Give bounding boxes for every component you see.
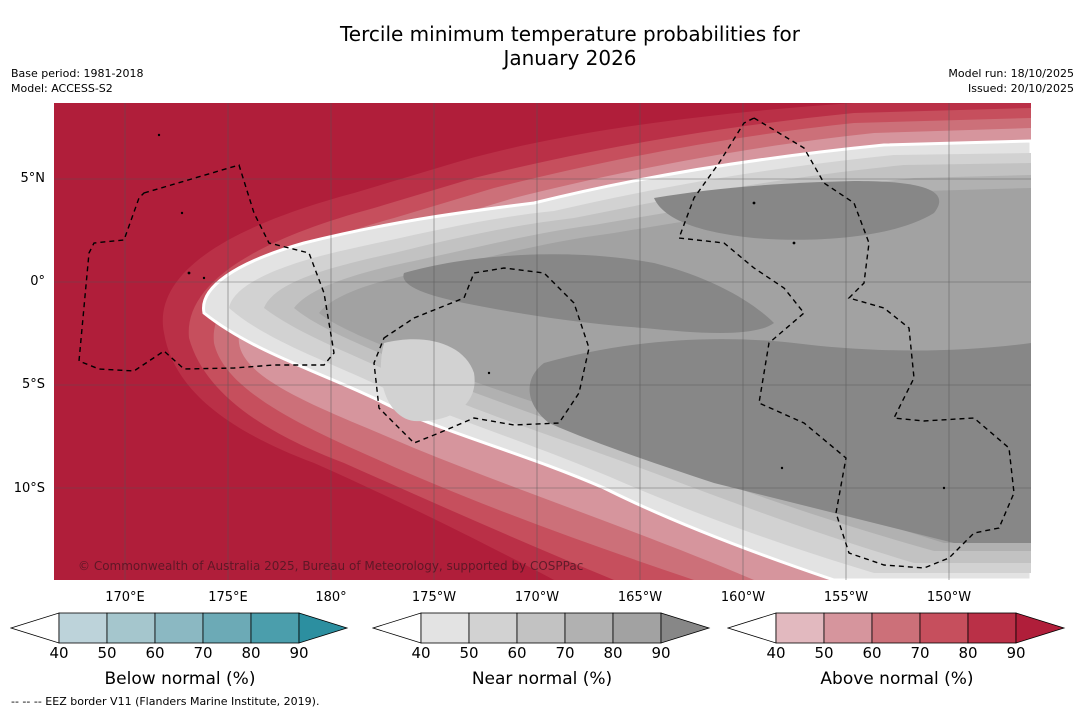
lon-label-155w: 155°W: [823, 590, 869, 605]
colorbar-above-tick: 50: [814, 644, 834, 662]
map-title: Tercile minimum temperature probabilitie…: [0, 22, 1085, 70]
colorbar-near-low-arrow: [372, 612, 422, 644]
island-speck: [780, 466, 784, 470]
eez-borders: [78, 117, 1015, 569]
model-name: Model: ACCESS-S2: [11, 82, 113, 95]
eez-legend-note: -- -- -- EEZ border V11 (Flanders Marine…: [11, 695, 320, 708]
colorbar-below-segment: [250, 612, 300, 644]
title-line-2: January 2026: [503, 46, 637, 70]
colorbar-near-tick: 80: [603, 644, 623, 662]
eez-kiribati-gilbert: [78, 164, 335, 372]
lat-label-5n: 5°N: [20, 171, 46, 186]
lon-label-175e: 175°E: [208, 590, 248, 605]
colorbar-above-tick: 80: [958, 644, 978, 662]
colorbar-above-segment: [919, 612, 969, 644]
colorbar-below-tick: 60: [145, 644, 165, 662]
near-band-90-north: [654, 181, 940, 240]
lon-label-165w: 165°W: [617, 590, 663, 605]
near-band-90-west: [403, 254, 774, 333]
colorbar-below-segment: [202, 612, 252, 644]
island-speck: [187, 271, 191, 275]
near-band-40-patch: [380, 339, 475, 422]
issued-date: Issued: 20/10/2025: [967, 82, 1074, 95]
colorbar-below-tick: 80: [241, 644, 261, 662]
lon-label-175w: 175°W: [411, 590, 457, 605]
islands: [157, 133, 946, 490]
colorbar-below-tick: 90: [289, 644, 309, 662]
colorbar-below-segment: [58, 612, 108, 644]
island-speck: [942, 486, 946, 490]
title-line-1: Tercile minimum temperature probabilitie…: [339, 22, 801, 46]
island-speck: [752, 201, 756, 205]
colorbar-below-low-arrow: [10, 612, 60, 644]
colorbar-above-segment: [871, 612, 921, 644]
lon-label-150w: 150°W: [926, 590, 972, 605]
island-speck: [792, 241, 796, 245]
colorbar-near-tick: 90: [651, 644, 671, 662]
lon-label-170w: 170°W: [514, 590, 560, 605]
colorbar-near-tick: 70: [555, 644, 575, 662]
meta-left: Base period: 1981-2018 Model: ACCESS-S2: [11, 66, 143, 96]
lon-label-180: 180°: [315, 590, 347, 605]
colorbar-above-tick: 40: [766, 644, 786, 662]
lat-label-10s: 10°S: [13, 481, 45, 496]
colorbar-above-segment: [823, 612, 873, 644]
colorbar-below-high-arrow: [298, 612, 349, 644]
colorbar-above-title: Above normal (%): [820, 669, 974, 689]
meta-right: Model run: 18/10/2025 Issued: 20/10/2025: [948, 66, 1074, 96]
colorbar-above-tick: 90: [1006, 644, 1026, 662]
lon-label-170e: 170°E: [105, 590, 145, 605]
colorbar-above-segment: [967, 612, 1017, 644]
colorbar-below-tick: 50: [97, 644, 117, 662]
colorbar-near-segment: [516, 612, 566, 644]
island-speck: [202, 276, 206, 280]
model-run: Model run: 18/10/2025: [948, 67, 1074, 80]
near-band-90-east: [529, 339, 1031, 543]
colorbar-near-normal: [372, 612, 711, 644]
colorbar-near-segment: [420, 612, 470, 644]
colorbar-near-segment: [564, 612, 614, 644]
colorbar-near-tick: 40: [411, 644, 431, 662]
map-copyright: © Commonwealth of Australia 2025, Bureau…: [78, 559, 584, 573]
colorbar-below-tick: 40: [49, 644, 69, 662]
colorbar-below-tick: 70: [193, 644, 213, 662]
colorbar-above-tick: 70: [910, 644, 930, 662]
lat-label-5s: 5°S: [21, 377, 45, 392]
colorbar-below-normal: [10, 612, 349, 644]
colorbar-near-segment: [468, 612, 518, 644]
colorbar-below-segment: [154, 612, 204, 644]
colorbar-above-high-arrow: [1015, 612, 1066, 644]
colorbar-near-segment: [612, 612, 662, 644]
graticule: [54, 103, 1031, 580]
colorbar-near-tick: 60: [507, 644, 527, 662]
colorbar-above-tick: 60: [862, 644, 882, 662]
colorbar-near-title: Near normal (%): [471, 669, 613, 689]
probability-map: [54, 103, 1031, 580]
colorbar-near-high-arrow: [660, 612, 711, 644]
colorbar-above-segment: [775, 612, 825, 644]
lon-label-160w: 160°W: [720, 590, 766, 605]
colorbar-above-normal: [727, 612, 1066, 644]
island-speck: [157, 133, 161, 137]
colorbar-near-tick: 50: [459, 644, 479, 662]
island-speck: [487, 371, 491, 375]
colorbar-below-title: Below normal (%): [104, 669, 256, 689]
eez-kiribati-phoenix: [373, 267, 590, 444]
island-speck: [180, 211, 184, 215]
colorbar-below-segment: [106, 612, 156, 644]
colorbar-above-low-arrow: [727, 612, 777, 644]
lat-label-equator: 0°: [30, 274, 45, 289]
base-period: Base period: 1981-2018: [11, 67, 144, 80]
